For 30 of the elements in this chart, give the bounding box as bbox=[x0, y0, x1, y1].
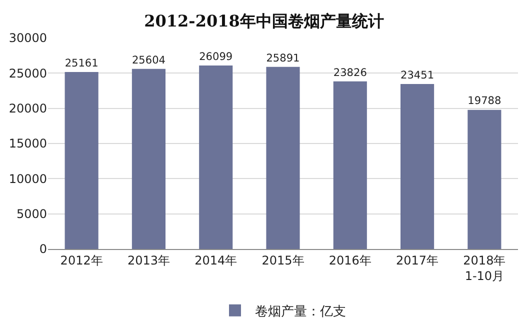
x-tick-label: 2017年 bbox=[396, 253, 439, 268]
y-tick-label: 20000 bbox=[8, 102, 47, 116]
data-label: 26099 bbox=[199, 50, 233, 63]
data-label: 25604 bbox=[132, 54, 166, 66]
bar bbox=[132, 68, 166, 249]
bar bbox=[468, 110, 502, 249]
bar bbox=[199, 65, 233, 249]
data-label: 25161 bbox=[64, 57, 98, 70]
legend-label: 卷烟产量：亿支 bbox=[255, 304, 346, 320]
bar bbox=[333, 81, 367, 249]
x-tick-label: 2012年 bbox=[60, 253, 103, 268]
data-label: 25891 bbox=[266, 52, 300, 64]
bar bbox=[266, 66, 300, 249]
y-tick-label: 0 bbox=[39, 242, 47, 256]
y-tick-label: 25000 bbox=[8, 66, 47, 80]
x-tick-label: 2018年 1-10月 bbox=[463, 253, 506, 283]
x-tick-label: 2016年 bbox=[328, 253, 372, 268]
bar bbox=[64, 72, 98, 249]
x-tick-label: 2014年 bbox=[194, 253, 238, 268]
x-tick-label: 2013年 bbox=[127, 253, 170, 268]
y-tick-label: 10000 bbox=[8, 172, 47, 186]
chart-title: 2012-2018年中国卷烟产量统计 bbox=[144, 11, 384, 30]
data-label: 19788 bbox=[468, 95, 502, 108]
x-tick-label: 2015年 bbox=[262, 253, 304, 268]
bar bbox=[400, 84, 434, 249]
data-label: 23451 bbox=[400, 69, 434, 82]
y-tick-label: 15000 bbox=[8, 136, 47, 151]
data-label: 23826 bbox=[333, 66, 368, 79]
y-tick-label: 30000 bbox=[8, 31, 47, 46]
y-tick-label: 5000 bbox=[16, 207, 47, 222]
